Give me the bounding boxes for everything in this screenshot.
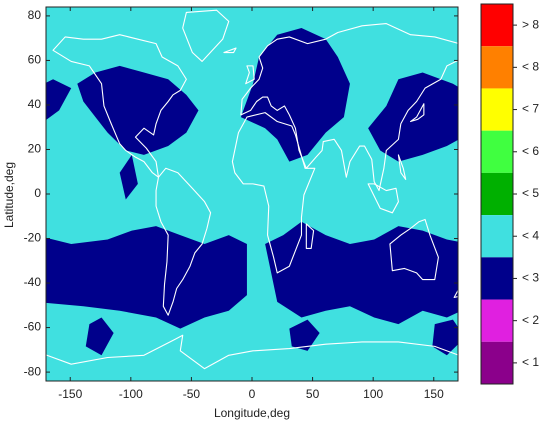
- colorbar-swatch: [481, 46, 513, 89]
- y-tick-label: 20: [28, 142, 42, 156]
- y-tick-label: -60: [24, 320, 42, 334]
- y-tick-label: 0: [34, 186, 41, 200]
- y-tick-label: -20: [24, 231, 42, 245]
- colorbar-swatch: [481, 88, 513, 131]
- y-tick-label: -40: [24, 275, 42, 289]
- colorbar-label: < 2: [522, 313, 539, 327]
- colorbar-label: < 8: [522, 60, 539, 74]
- x-tick-label: -100: [119, 387, 143, 401]
- colorbar-swatch: [481, 4, 513, 47]
- map: [35, 10, 471, 368]
- contour-level-3: [46, 28, 458, 356]
- map-layers: [35, 10, 471, 368]
- colorbar-swatch: [481, 130, 513, 173]
- colorbar-swatch: [481, 299, 513, 342]
- y-tick-label: -80: [24, 364, 42, 378]
- colorbar-label: < 3: [522, 271, 539, 285]
- y-tick-label: 60: [28, 53, 42, 67]
- y-tick-label: 80: [28, 8, 42, 22]
- y-tick-label: 40: [28, 97, 42, 111]
- x-tick-label: 150: [424, 387, 444, 401]
- colorbar-swatch: [481, 341, 513, 384]
- colorbar-frame: [480, 3, 514, 385]
- coastlines: [35, 10, 471, 368]
- x-tick-label: 100: [363, 387, 383, 401]
- map-background: [46, 7, 458, 381]
- colorbar-label: < 4: [522, 228, 539, 242]
- x-tick-label: 0: [249, 387, 256, 401]
- colorbar-swatch: [481, 257, 513, 300]
- x-tick-label: -150: [58, 387, 82, 401]
- colorbar-label: > 8: [522, 17, 539, 31]
- colorbar-swatch: [481, 172, 513, 216]
- y-axis-label: Latitude,deg: [2, 162, 16, 228]
- colorbar-label: < 6: [522, 144, 539, 158]
- x-tick-label: -50: [183, 387, 201, 401]
- x-tick-label: 50: [306, 387, 320, 401]
- colorbar-label: < 5: [522, 186, 539, 200]
- colorbar-label: < 1: [522, 355, 539, 369]
- colorbar-swatch: [481, 215, 513, 258]
- x-axis-label: Longitude,deg: [214, 406, 290, 420]
- colorbar-label: < 7: [522, 102, 539, 116]
